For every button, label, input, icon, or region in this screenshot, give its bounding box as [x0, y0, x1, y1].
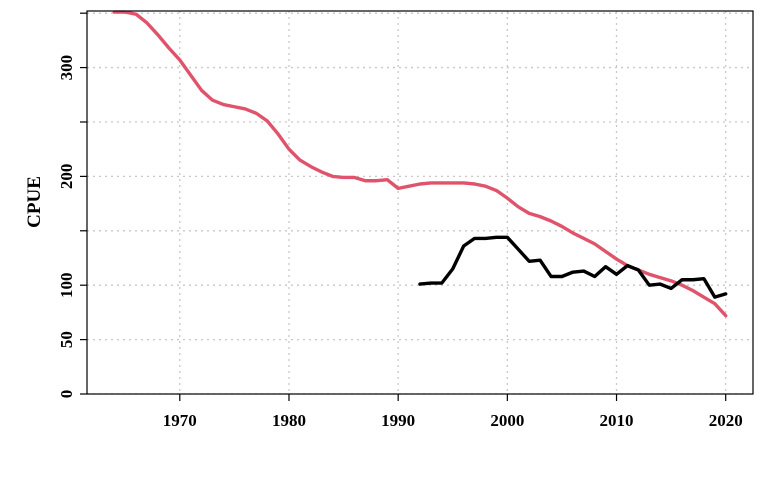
y-tick-label: 100 — [57, 272, 76, 298]
x-tick-label: 1970 — [163, 411, 197, 430]
series-group — [112, 10, 728, 318]
plot-frame — [86, 10, 754, 395]
x-tick-label: 2020 — [709, 411, 743, 430]
y-tick-label: 50 — [57, 331, 76, 348]
series-line-1 — [112, 10, 728, 318]
y-tick-label: 0 — [57, 390, 76, 399]
x-tick-label: 2010 — [600, 411, 634, 430]
y-axis: 0 50 100 200 300 — [57, 12, 87, 399]
x-tick-label: 1990 — [381, 411, 415, 430]
series-line-2 — [418, 235, 728, 299]
grid-lines — [87, 11, 753, 395]
x-axis: 1970 1980 1990 2000 2010 2020 — [163, 394, 743, 430]
y-tick-label: 200 — [57, 164, 76, 190]
x-tick-label: 2000 — [490, 411, 524, 430]
y-axis-title: CPUE — [24, 176, 45, 228]
x-tick-label: 1980 — [272, 411, 306, 430]
y-tick-label: 300 — [57, 55, 76, 81]
